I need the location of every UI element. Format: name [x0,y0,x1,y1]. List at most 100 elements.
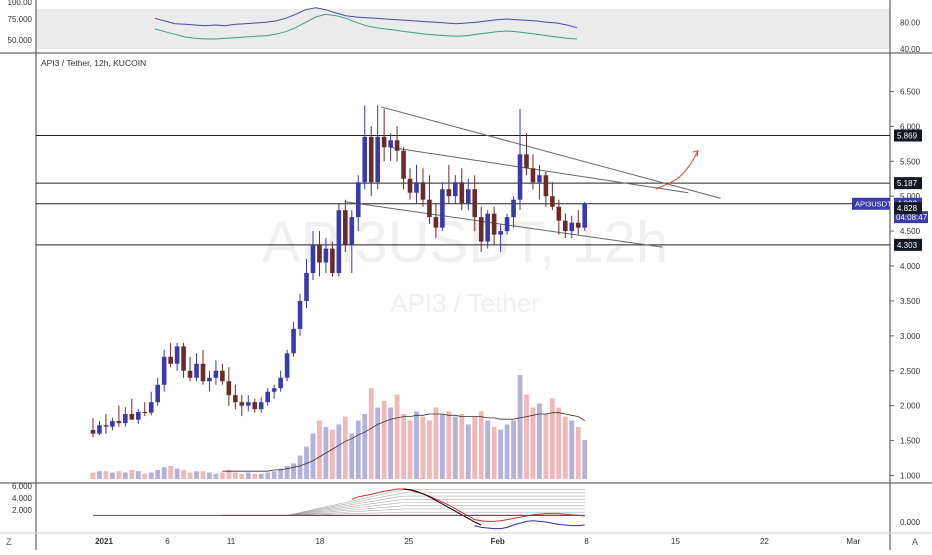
candle-body[interactable] [569,222,575,232]
candle-body[interactable] [575,222,581,228]
candle-body[interactable] [233,395,238,403]
price-tick-label: 1.500 [900,437,921,446]
candle-body[interactable] [368,136,374,183]
volume-bar [278,468,284,479]
candle-body[interactable] [265,391,270,403]
candle-body[interactable] [135,411,141,420]
volume-bar [381,401,387,479]
candle-layer[interactable] [90,105,588,438]
candle-body[interactable] [271,388,277,392]
candle-body[interactable] [556,206,562,221]
candle-body[interactable] [174,346,180,364]
price-tick-label: 2.000 [900,402,921,411]
candle-body[interactable] [142,411,148,413]
candle-body[interactable] [226,381,232,396]
volume-bar [271,471,277,479]
candle-body[interactable] [330,248,335,274]
candle-body[interactable] [168,356,173,364]
trendline [345,201,663,248]
candle-body[interactable] [90,430,96,434]
symbol-tag-bg [852,197,890,210]
price-tick-label: 4.500 [900,227,921,236]
candle-body[interactable] [459,182,465,204]
candle-body[interactable] [123,414,128,424]
candle-body[interactable] [258,402,264,410]
candle-body[interactable] [511,199,516,218]
zoom-reset-button[interactable]: Z [6,537,12,547]
candle-body[interactable] [148,402,154,413]
candle-body[interactable] [343,210,348,246]
candle-body[interactable] [550,196,555,207]
candle-body[interactable] [524,154,529,169]
volume-bar [174,468,180,479]
volume-bar [472,416,478,479]
candle-body[interactable] [97,425,102,434]
price-label-layer: 5.8695.1874.303API3USDT4.89204:08:474.82… [852,129,928,251]
candle-body[interactable] [181,346,186,371]
candle-body[interactable] [349,217,355,246]
candle-body[interactable] [239,402,245,406]
time-tick-label: 11 [227,537,236,546]
candle-body[interactable] [491,213,497,235]
candle-body[interactable] [407,178,413,193]
candle-body[interactable] [504,217,510,232]
candle-body[interactable] [381,136,387,148]
candle-body[interactable] [284,353,290,378]
candle-body[interactable] [291,328,296,354]
candle-body[interactable] [414,182,419,193]
candle-body[interactable] [155,384,160,403]
candle-body[interactable] [433,217,439,228]
candle-body[interactable] [323,248,329,263]
candle-body[interactable] [245,402,251,406]
candle-body[interactable] [129,414,135,420]
volume-bar [90,472,96,479]
candle-body[interactable] [278,377,283,389]
candle-body[interactable] [388,140,393,148]
candle-body[interactable] [478,217,484,242]
candle-body[interactable] [582,203,588,228]
candle-body[interactable] [110,421,115,427]
candle-body[interactable] [453,182,458,197]
level-price-tag: 5.187 [894,177,922,190]
candle-body[interactable] [537,175,542,183]
candle-body[interactable] [440,189,445,228]
candle-body[interactable] [530,168,536,183]
auto-scale-button[interactable]: A [912,537,918,547]
candle-body[interactable] [427,199,432,218]
volume-bar [368,388,374,479]
candle-body[interactable] [401,150,406,179]
candle-body[interactable] [213,370,219,378]
candle-body[interactable] [362,136,368,183]
candle-body[interactable] [187,370,193,378]
candle-body[interactable] [517,154,523,200]
rsi-panel-bg [36,9,890,49]
candle-body[interactable] [207,377,212,382]
candle-body[interactable] [304,273,309,301]
candle-body[interactable] [472,189,478,218]
price-tick-label: 1.000 [900,472,921,481]
candle-body[interactable] [200,363,206,382]
candle-body[interactable] [375,136,380,183]
volume-bar [575,427,581,479]
candle-body[interactable] [420,182,426,200]
candle-body[interactable] [394,140,400,151]
candle-body[interactable] [465,189,471,204]
candle-body[interactable] [563,220,568,232]
candle-body[interactable] [220,370,225,382]
candle-body[interactable] [446,189,452,197]
candle-body[interactable] [116,421,122,424]
candle-body[interactable] [336,210,342,274]
candle-body[interactable] [161,356,167,385]
candle-body[interactable] [355,182,361,218]
volume-bar [485,420,491,479]
candle-body[interactable] [194,363,199,378]
candle-body[interactable] [297,300,303,329]
candle-body[interactable] [485,213,490,242]
candle-body[interactable] [252,402,258,410]
candle-body[interactable] [498,231,503,235]
volume-bar [110,472,115,479]
candle-body[interactable] [310,245,316,274]
candle-body[interactable] [543,175,549,197]
candle-body[interactable] [317,245,322,263]
candle-body[interactable] [103,425,109,427]
